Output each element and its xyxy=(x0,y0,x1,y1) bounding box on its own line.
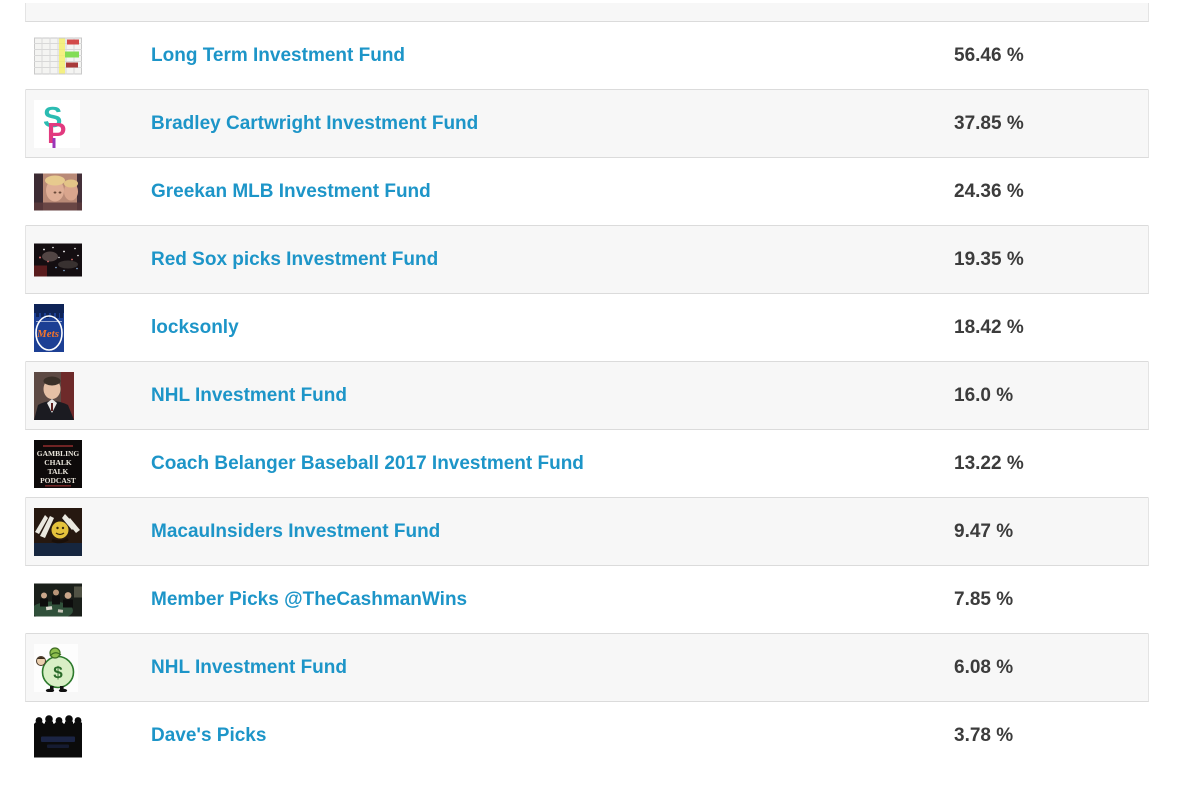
gambling-chalk-talk-icon: GAMBLING CHALK TALK PODCAST xyxy=(34,439,82,488)
fund-link[interactable]: Greekan MLB Investment Fund xyxy=(151,180,431,202)
svg-text:Mets: Mets xyxy=(36,328,59,340)
fund-row: Mets locksonly 18.42 % xyxy=(25,294,1149,362)
fund-link[interactable]: Long Term Investment Fund xyxy=(151,44,406,66)
sp-monogram-icon: S P xyxy=(34,99,80,148)
svg-text:P: P xyxy=(47,118,66,148)
svg-text:PODCAST: PODCAST xyxy=(40,476,76,485)
fund-return-value: 6.08 % xyxy=(954,656,1014,678)
fireworks-photo-icon xyxy=(34,243,82,276)
fund-rows-container: Long Term Investment Fund 56.46 % S P Br… xyxy=(25,22,1149,770)
fund-avatar[interactable] xyxy=(34,583,82,616)
mets-logo-icon: Mets xyxy=(34,303,64,352)
fund-return-value: 3.78 % xyxy=(954,725,1014,746)
svg-text:TALK: TALK xyxy=(48,467,69,476)
fund-row: Member Picks @TheCashmanWins 7.85 % xyxy=(25,566,1149,634)
fund-return-value: 37.85 % xyxy=(954,112,1024,134)
fund-link[interactable]: Coach Belanger Baseball 2017 Investment … xyxy=(151,452,584,474)
poker-table-photo-icon xyxy=(34,583,82,616)
fund-avatar[interactable]: $ xyxy=(34,643,78,692)
fund-return-value: 7.85 % xyxy=(954,588,1014,610)
fund-row: S P Bradley Cartwright Investment Fund 3… xyxy=(25,90,1149,158)
fund-return-value: 13.22 % xyxy=(954,452,1024,474)
fund-avatar[interactable] xyxy=(34,507,82,556)
fund-avatar[interactable] xyxy=(34,37,82,74)
fund-row: GAMBLING CHALK TALK PODCAST Coach Belang… xyxy=(25,430,1149,498)
fund-avatar[interactable]: S P xyxy=(34,99,80,148)
fund-return-value: 9.47 % xyxy=(954,520,1014,542)
fund-avatar[interactable] xyxy=(34,715,82,758)
spreadsheet-icon xyxy=(34,37,82,74)
fund-return-value: 19.35 % xyxy=(954,248,1024,270)
fund-row: Dave's Picks 3.78 % xyxy=(25,702,1149,770)
fund-return-value: 18.42 % xyxy=(954,316,1024,338)
fund-avatar[interactable]: GAMBLING CHALK TALK PODCAST xyxy=(34,439,82,488)
fund-link[interactable]: NHL Investment Fund xyxy=(151,656,347,678)
fund-avatar[interactable]: Mets xyxy=(34,303,64,352)
fund-link[interactable]: NHL Investment Fund xyxy=(151,384,347,406)
svg-text:S: S xyxy=(43,102,62,134)
svg-text:$: $ xyxy=(53,663,63,682)
fund-link[interactable]: Member Picks @TheCashmanWins xyxy=(151,588,468,610)
fund-row: $ NHL Investment Fund 6.08 % xyxy=(25,634,1149,702)
fund-return-value: 56.46 % xyxy=(954,44,1024,66)
fund-return-value: 24.36 % xyxy=(954,180,1024,202)
wrestlers-photo-icon xyxy=(34,173,82,210)
fund-link[interactable]: Red Sox picks Investment Fund xyxy=(151,248,439,270)
fund-row: Red Sox picks Investment Fund 19.35 % xyxy=(25,226,1149,294)
fund-avatar[interactable] xyxy=(34,371,74,420)
funds-table: Long Term Investment Fund 56.46 % S P Br… xyxy=(25,0,1149,770)
fund-avatar[interactable] xyxy=(34,243,82,276)
fund-avatar[interactable] xyxy=(34,173,82,210)
man-in-suit-photo-icon xyxy=(34,371,74,420)
fund-return-value: 16.0 % xyxy=(954,384,1014,406)
fund-link[interactable]: Bradley Cartwright Investment Fund xyxy=(151,112,479,134)
fund-link[interactable]: Dave's Picks xyxy=(151,725,267,746)
fund-link[interactable]: MacauInsiders Investment Fund xyxy=(151,520,441,542)
previous-row-sliver xyxy=(25,3,1149,22)
fund-link[interactable]: locksonly xyxy=(151,316,239,338)
money-bag-cartoon-icon: $ xyxy=(34,643,78,692)
svg-text:CHALK: CHALK xyxy=(44,458,72,467)
fund-row: MacauInsiders Investment Fund 9.47 % xyxy=(25,498,1149,566)
cartoon-money-fan-icon xyxy=(34,507,82,556)
fund-row: Long Term Investment Fund 56.46 % xyxy=(25,22,1149,90)
fund-row: NHL Investment Fund 16.0 % xyxy=(25,362,1149,430)
svg-text:GAMBLING: GAMBLING xyxy=(37,449,80,458)
fund-row: Greekan MLB Investment Fund 24.36 % xyxy=(25,158,1149,226)
crowd-silhouette-icon xyxy=(34,715,82,758)
